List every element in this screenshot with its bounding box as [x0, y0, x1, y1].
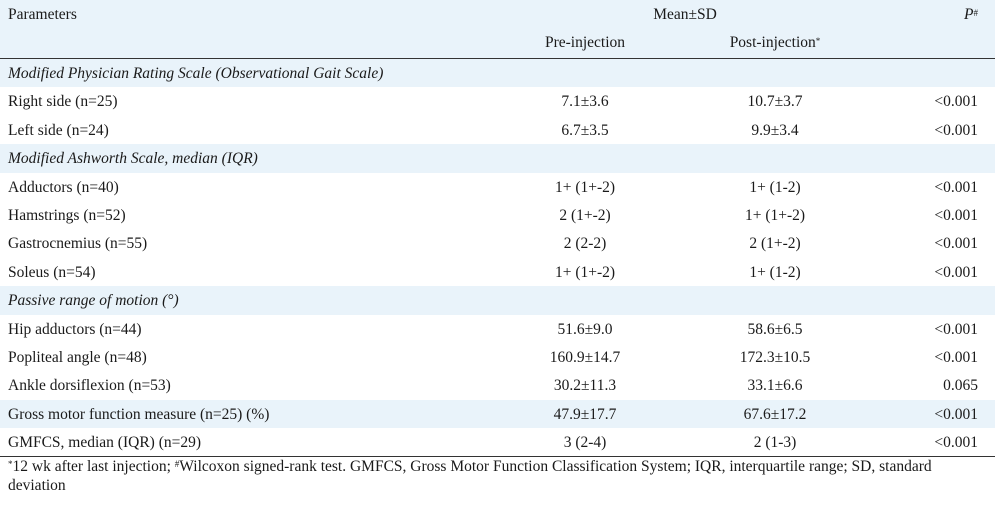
table-row: GMFCS, median (IQR) (n=29) 3 (2-4) 2 (1-3)…: [0, 428, 995, 456]
header-row-top: Parameters Mean±SD P#: [0, 0, 995, 28]
table-row: Adductors (n=40) 1+ (1+-2) 1+ (1-2) <0.001: [0, 173, 995, 201]
row-pre-value: 47.9±17.7: [553, 405, 617, 423]
row-p-value: <0.001: [934, 434, 978, 452]
table-row: Hip adductors (n=44) 51.6±9.0 58.6±6.5 <0.0…: [0, 315, 995, 343]
results-table: Parameters Mean±SD P# Pre-injection Post…: [0, 0, 995, 457]
header-post-injection: Post-injection*: [729, 34, 821, 51]
row-pre-value: 3 (2-4): [563, 434, 607, 452]
row-post-value: 2 (1+-2): [749, 235, 801, 253]
table-row: Gross motor function measure (n=25) (%) 4…: [0, 399, 995, 429]
row-post-value: 1+ (1-2): [749, 178, 801, 196]
table-row: Left side (n=24) 6.7±3.5 9.9±3.4 <0.001: [0, 116, 995, 144]
section-title: Passive range of motion (°): [8, 292, 179, 310]
section-header-row: Passive range of motion (°): [0, 286, 995, 315]
row-post-value: 10.7±3.7: [747, 93, 803, 111]
row-p-value: <0.001: [934, 349, 978, 366]
row-pre-value: 1+ (1+-2): [554, 178, 616, 196]
row-post-value: 2 (1-3): [753, 434, 797, 452]
row-parameter: Soleus (n=54): [8, 263, 96, 281]
row-post-value: 172.3±10.5: [739, 349, 811, 366]
row-pre-value: 51.6±9.0: [557, 320, 613, 338]
row-parameter: Left side (n=24): [8, 121, 109, 139]
footnote: *12 wk after last injection; #Wilcoxon s…: [8, 458, 932, 494]
row-p-value: 0.065: [943, 377, 978, 395]
row-pre-value: 30.2±11.3: [553, 377, 617, 395]
header-p: P#: [964, 6, 978, 23]
row-p-value: <0.001: [934, 405, 978, 423]
row-pre-value: 7.1±3.6: [561, 93, 609, 111]
section-header-row: Modified Ashworth Scale, median (IQR): [0, 144, 995, 173]
row-p-value: <0.001: [934, 93, 978, 111]
row-parameter: Hamstrings (n=52): [8, 207, 126, 224]
row-parameter: Right side (n=25): [8, 93, 118, 111]
row-pre-value: 2 (1+-2): [559, 207, 611, 224]
row-parameter: Adductors (n=40): [8, 178, 119, 196]
row-p-value: <0.001: [934, 121, 978, 139]
row-pre-value: 160.9±14.7: [549, 349, 621, 366]
row-parameter: GMFCS, median (IQR) (n=29): [8, 434, 202, 452]
table-row: Soleus (n=54) 1+ (1+-2) 1+ (1-2) <0.001: [0, 258, 995, 286]
row-post-value: 33.1±6.6: [747, 377, 803, 395]
section-title: Modified Physician Rating Scale (Observa…: [8, 65, 384, 82]
row-pre-value: 6.7±3.5: [561, 121, 609, 139]
row-pre-value: 1+ (1+-2): [554, 263, 616, 281]
row-post-value: 9.9±3.4: [751, 121, 799, 139]
header-parameters: Parameters: [8, 6, 77, 23]
row-p-value: <0.001: [934, 235, 978, 253]
bottom-rule: [0, 456, 995, 457]
row-parameter: Gross motor function measure (n=25) (%): [8, 405, 270, 423]
row-p-value: <0.001: [934, 207, 978, 224]
row-parameter: Hip adductors (n=44): [8, 320, 142, 338]
row-post-value: 1+ (1+-2): [744, 207, 806, 224]
row-parameter: Popliteal angle (n=48): [8, 349, 147, 366]
row-p-value: <0.001: [934, 178, 978, 196]
table-row: Right side (n=25) 7.1±3.6 10.7±3.7 <0.001: [0, 87, 995, 115]
section-title: Modified Ashworth Scale, median (IQR): [8, 150, 258, 168]
row-p-value: <0.001: [934, 320, 978, 338]
row-pre-value: 2 (2-2): [563, 235, 607, 253]
row-p-value: <0.001: [934, 263, 978, 281]
header-row-sub: Pre-injection Post-injection*: [0, 28, 995, 58]
table-row: Ankle dorsiflexion (n=53) 30.2±11.3 33.1±6…: [0, 371, 995, 399]
row-post-value: 67.6±17.2: [743, 405, 807, 423]
table-row: Gastrocnemius (n=55) 2 (2-2) 2 (1+-2) <0.00…: [0, 229, 995, 257]
header-mean-sd: Mean±SD: [653, 6, 717, 23]
header-pre-injection: Pre-injection: [544, 34, 626, 51]
header-rule: [0, 58, 995, 59]
table-row: Hamstrings (n=52) 2 (1+-2) 1+ (1+-2) <0.001: [0, 201, 995, 229]
section-header-row: Modified Physician Rating Scale (Observa…: [0, 59, 995, 88]
row-post-value: 1+ (1-2): [749, 263, 801, 281]
table-row: Popliteal angle (n=48) 160.9±14.7 172.3±10…: [0, 343, 995, 371]
row-parameter: Ankle dorsiflexion (n=53): [8, 377, 171, 395]
row-parameter: Gastrocnemius (n=55): [8, 235, 148, 253]
row-post-value: 58.6±6.5: [747, 320, 803, 338]
